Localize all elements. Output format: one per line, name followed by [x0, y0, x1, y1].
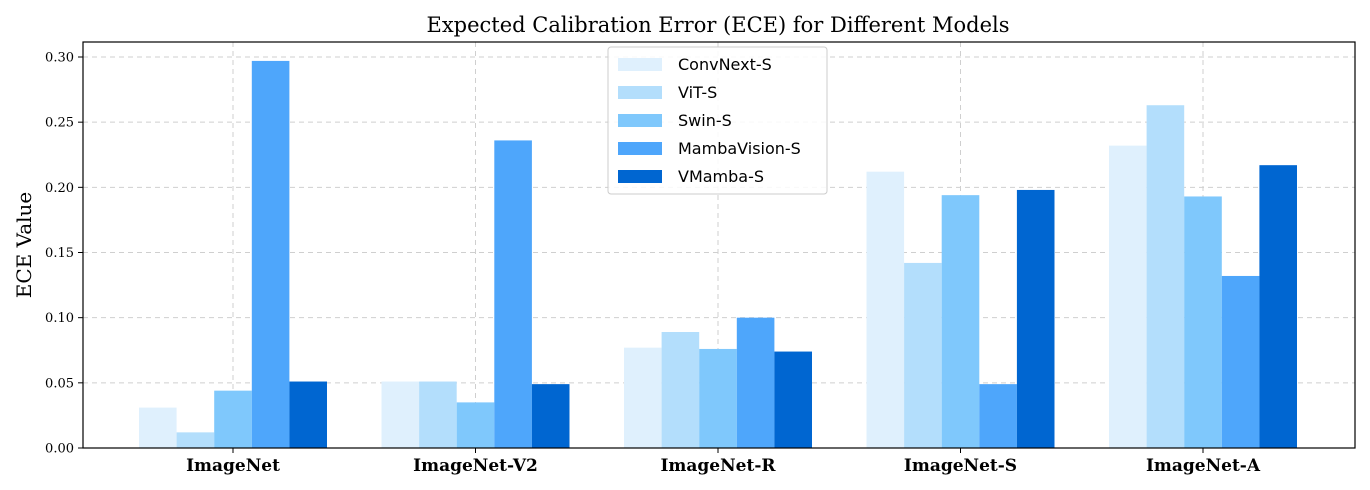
bar-swin-s-imagenet-v2 — [456, 402, 495, 448]
bar-mambavision-s-imagenet-a — [1221, 275, 1260, 448]
bar-vmamba-s-imagenet-v2 — [531, 384, 570, 448]
y-tick-label: 0.20 — [45, 181, 74, 196]
x-tick-label: ImageNet-A — [1146, 456, 1261, 476]
x-tick-label: ImageNet — [186, 456, 280, 476]
bar-vit-s-imagenet-s — [904, 262, 942, 448]
bar-vmamba-s-imagenet-s — [1016, 189, 1055, 448]
y-tick-label: 0.05 — [45, 376, 74, 391]
bar-convnext-s-imagenet-r — [624, 347, 662, 448]
bar-swin-s-imagenet — [214, 390, 252, 448]
bar-swin-s-imagenet-a — [1184, 196, 1222, 448]
legend-swatch — [618, 170, 662, 183]
bar-mambavision-s-imagenet-s — [979, 384, 1017, 448]
bar-vit-s-imagenet-r — [661, 332, 700, 448]
bar-convnext-s-imagenet-v2 — [381, 381, 420, 448]
legend: ConvNext-S ViT-S Swin-S MambaVision-S VMamba… — [607, 46, 828, 195]
legend-swatch — [618, 58, 662, 71]
bar-mambavision-s-imagenet-r — [736, 317, 775, 448]
bar-vmamba-s-imagenet-r — [774, 351, 812, 448]
legend-swatch — [618, 86, 662, 99]
bar-vmamba-s-imagenet — [289, 381, 327, 448]
y-axis-ticks: 0.00 0.05 0.10 0.15 0.20 0.25 0.30 — [45, 51, 83, 457]
x-tick-label: ImageNet-R — [660, 456, 776, 476]
y-tick-label: 0.25 — [45, 116, 74, 131]
legend-label: ConvNext-S — [678, 55, 772, 74]
y-tick-label: 0.15 — [45, 246, 74, 261]
x-tick-label: ImageNet-V2 — [413, 456, 538, 476]
y-axis-label: ECE Value — [12, 192, 36, 299]
legend-box — [607, 46, 828, 195]
legend-swatch — [618, 114, 662, 127]
bar-vit-s-imagenet-v2 — [419, 381, 457, 448]
bar-vit-s-imagenet — [176, 432, 215, 448]
legend-label: MambaVision-S — [678, 139, 801, 158]
bar-mambavision-s-imagenet-v2 — [494, 140, 532, 448]
y-tick-label: 0.10 — [45, 311, 74, 326]
bar-swin-s-imagenet-r — [699, 348, 737, 448]
plot-frame — [82, 41, 1356, 449]
bar-mambavision-s-imagenet — [251, 60, 290, 448]
legend-label: Swin-S — [678, 111, 732, 130]
chart-title: Expected Calibration Error (ECE) for Dif… — [426, 13, 1009, 37]
legend-swatch — [618, 142, 662, 155]
bar-convnext-s-imagenet-a — [1109, 145, 1147, 449]
legend-label: ViT-S — [678, 83, 717, 102]
bar-vmamba-s-imagenet-a — [1259, 165, 1297, 448]
bar-swin-s-imagenet-s — [941, 195, 980, 448]
bars-layer — [139, 60, 1297, 449]
y-tick-label: 0.00 — [45, 442, 74, 457]
legend-label: VMamba-S — [678, 167, 764, 186]
y-tick-label: 0.30 — [45, 51, 74, 66]
x-axis-ticks: ImageNet ImageNet-V2 ImageNet-R ImageNet-S I… — [186, 448, 1261, 476]
bar-convnext-s-imagenet — [139, 407, 177, 448]
bar-convnext-s-imagenet-s — [866, 171, 905, 448]
bar-vit-s-imagenet-a — [1146, 105, 1185, 449]
x-tick-label: ImageNet-S — [904, 456, 1017, 476]
